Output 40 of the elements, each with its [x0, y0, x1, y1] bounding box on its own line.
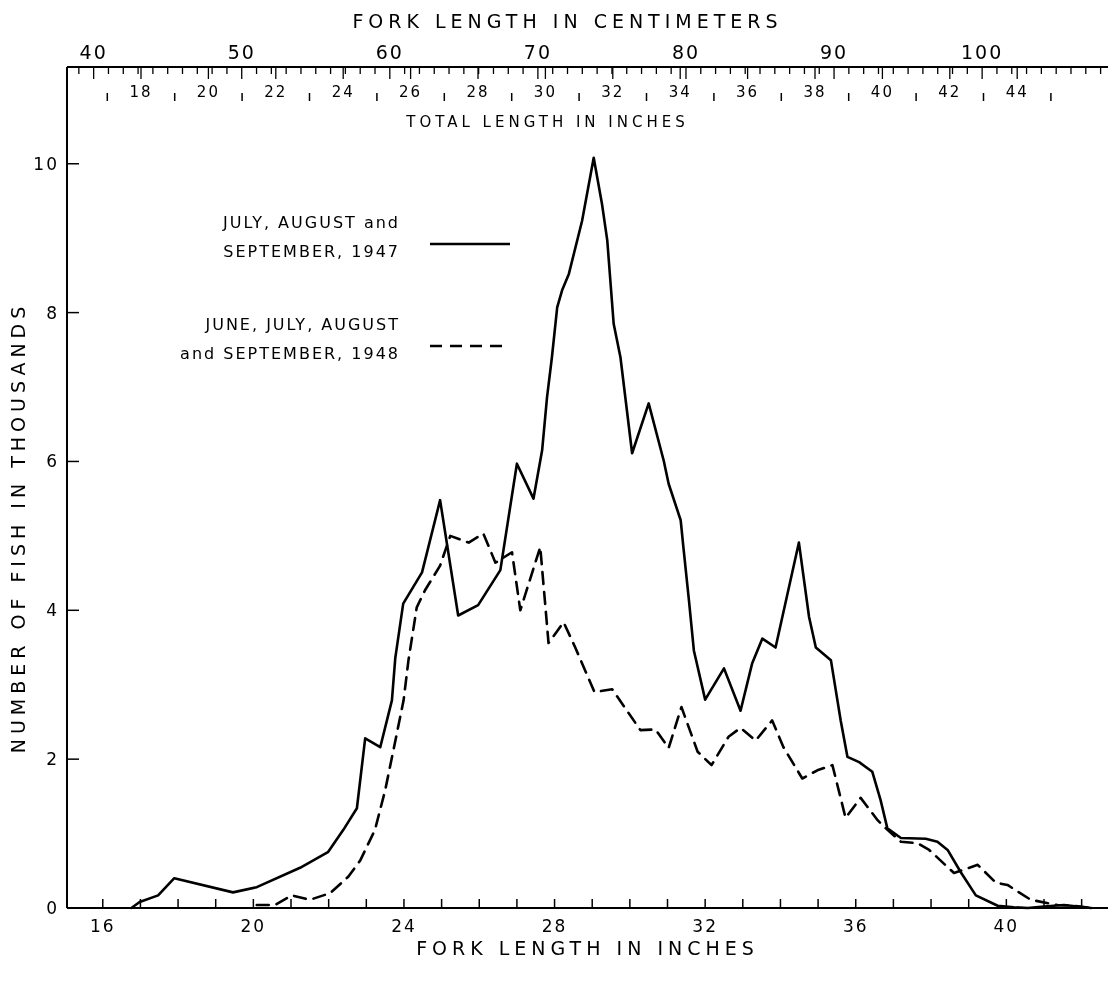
x-tick-label: 40 — [993, 916, 1020, 936]
x-axis-title: FORK LENGTH IN INCHES — [416, 937, 759, 959]
x2-tick-label: 70 — [523, 41, 552, 63]
x2-tick-label: 50 — [227, 41, 256, 63]
x-tick-label: 16 — [89, 916, 116, 936]
annotation: 22 — [264, 83, 288, 101]
annotation: 30 — [533, 83, 557, 101]
annotation: 44 — [1005, 83, 1029, 101]
y-tick-label: 10 — [33, 153, 59, 174]
y-tick-label: 0 — [46, 898, 59, 918]
x2-tick-label: 60 — [375, 41, 404, 63]
x2-tick-label: 90 — [819, 41, 849, 63]
annotation: 28 — [466, 83, 490, 101]
annotation: 42 — [938, 83, 962, 101]
annotation: 34 — [668, 83, 692, 101]
y-tick-label: 8 — [46, 302, 59, 323]
annotation: 38 — [803, 83, 827, 101]
x-tick-label: 24 — [391, 916, 417, 936]
x2-tick-label: 100 — [961, 41, 1004, 63]
y-axis-title: NUMBER OF FISH IN THOUSANDS — [7, 301, 29, 754]
y-tick-label: 6 — [46, 451, 59, 472]
annotation: 24 — [331, 83, 355, 101]
x-tick-label: 36 — [842, 916, 869, 936]
annotation: 32 — [601, 83, 625, 101]
annotation: 20 — [196, 83, 220, 101]
legend-label: JULY, AUGUST and SEPTEMBER, 1947 — [221, 213, 400, 261]
annotation: 26 — [399, 83, 423, 101]
y-tick-label: 4 — [46, 600, 59, 621]
x-tick-label: 32 — [692, 916, 718, 936]
x-tick-label: 28 — [541, 916, 568, 936]
annotation: 18 — [129, 83, 153, 101]
x2-tick-label: 40 — [79, 41, 108, 63]
annotation: 40 — [870, 83, 894, 101]
legend-label: JUNE, JULY, AUGUST and SEPTEMBER, 1948 — [180, 315, 400, 363]
annotation: 36 — [736, 83, 760, 101]
y-tick-label: 2 — [46, 749, 59, 770]
annotation: TOTAL LENGTH IN INCHES — [405, 113, 689, 131]
x2-tick-label: 80 — [671, 41, 701, 63]
x-tick-label: 20 — [240, 916, 267, 936]
x2-axis-title: FORK LENGTH IN CENTIMETERS — [352, 10, 783, 32]
